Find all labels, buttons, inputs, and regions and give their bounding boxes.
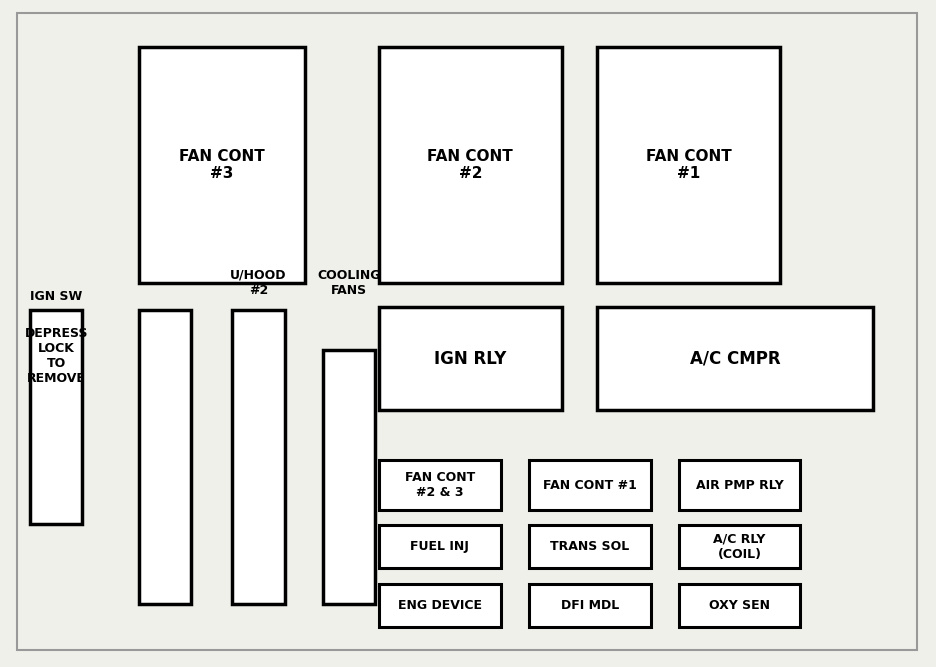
Bar bbox=[597, 47, 780, 283]
Bar bbox=[379, 525, 501, 568]
Text: COOLING
FANS: COOLING FANS bbox=[317, 269, 381, 297]
Text: IGN RLY: IGN RLY bbox=[434, 350, 506, 368]
Bar bbox=[30, 310, 82, 524]
Bar bbox=[529, 584, 651, 627]
Text: ENG DEVICE: ENG DEVICE bbox=[398, 599, 482, 612]
Text: A/C RLY
(COIL): A/C RLY (COIL) bbox=[713, 533, 766, 560]
Bar bbox=[597, 307, 873, 410]
Bar bbox=[529, 525, 651, 568]
Text: IGN SW: IGN SW bbox=[30, 291, 82, 303]
Bar bbox=[139, 47, 305, 283]
Text: DEPRESS
LOCK
TO
REMOVE: DEPRESS LOCK TO REMOVE bbox=[24, 327, 88, 385]
Bar bbox=[379, 307, 562, 410]
Text: U/HOOD
#2: U/HOOD #2 bbox=[230, 269, 286, 297]
Text: DFI MDL: DFI MDL bbox=[561, 599, 619, 612]
Text: FAN CONT
#3: FAN CONT #3 bbox=[179, 149, 265, 181]
Text: AIR PMP RLY: AIR PMP RLY bbox=[695, 479, 783, 492]
Bar bbox=[323, 350, 375, 604]
Text: FAN CONT #1: FAN CONT #1 bbox=[543, 479, 636, 492]
Bar bbox=[139, 310, 191, 604]
Bar bbox=[679, 584, 800, 627]
Text: A/C CMPR: A/C CMPR bbox=[690, 350, 781, 368]
Bar bbox=[679, 460, 800, 510]
Bar bbox=[679, 525, 800, 568]
Text: FAN CONT
#2 & 3: FAN CONT #2 & 3 bbox=[404, 472, 475, 499]
Bar bbox=[232, 310, 285, 604]
Bar bbox=[379, 584, 501, 627]
Text: FUEL INJ: FUEL INJ bbox=[411, 540, 469, 553]
Bar bbox=[379, 460, 501, 510]
Text: TRANS SOL: TRANS SOL bbox=[550, 540, 629, 553]
Bar bbox=[379, 47, 562, 283]
Text: OXY SEN: OXY SEN bbox=[709, 599, 770, 612]
Text: FAN CONT
#1: FAN CONT #1 bbox=[646, 149, 731, 181]
Bar bbox=[529, 460, 651, 510]
Text: FAN CONT
#2: FAN CONT #2 bbox=[428, 149, 513, 181]
